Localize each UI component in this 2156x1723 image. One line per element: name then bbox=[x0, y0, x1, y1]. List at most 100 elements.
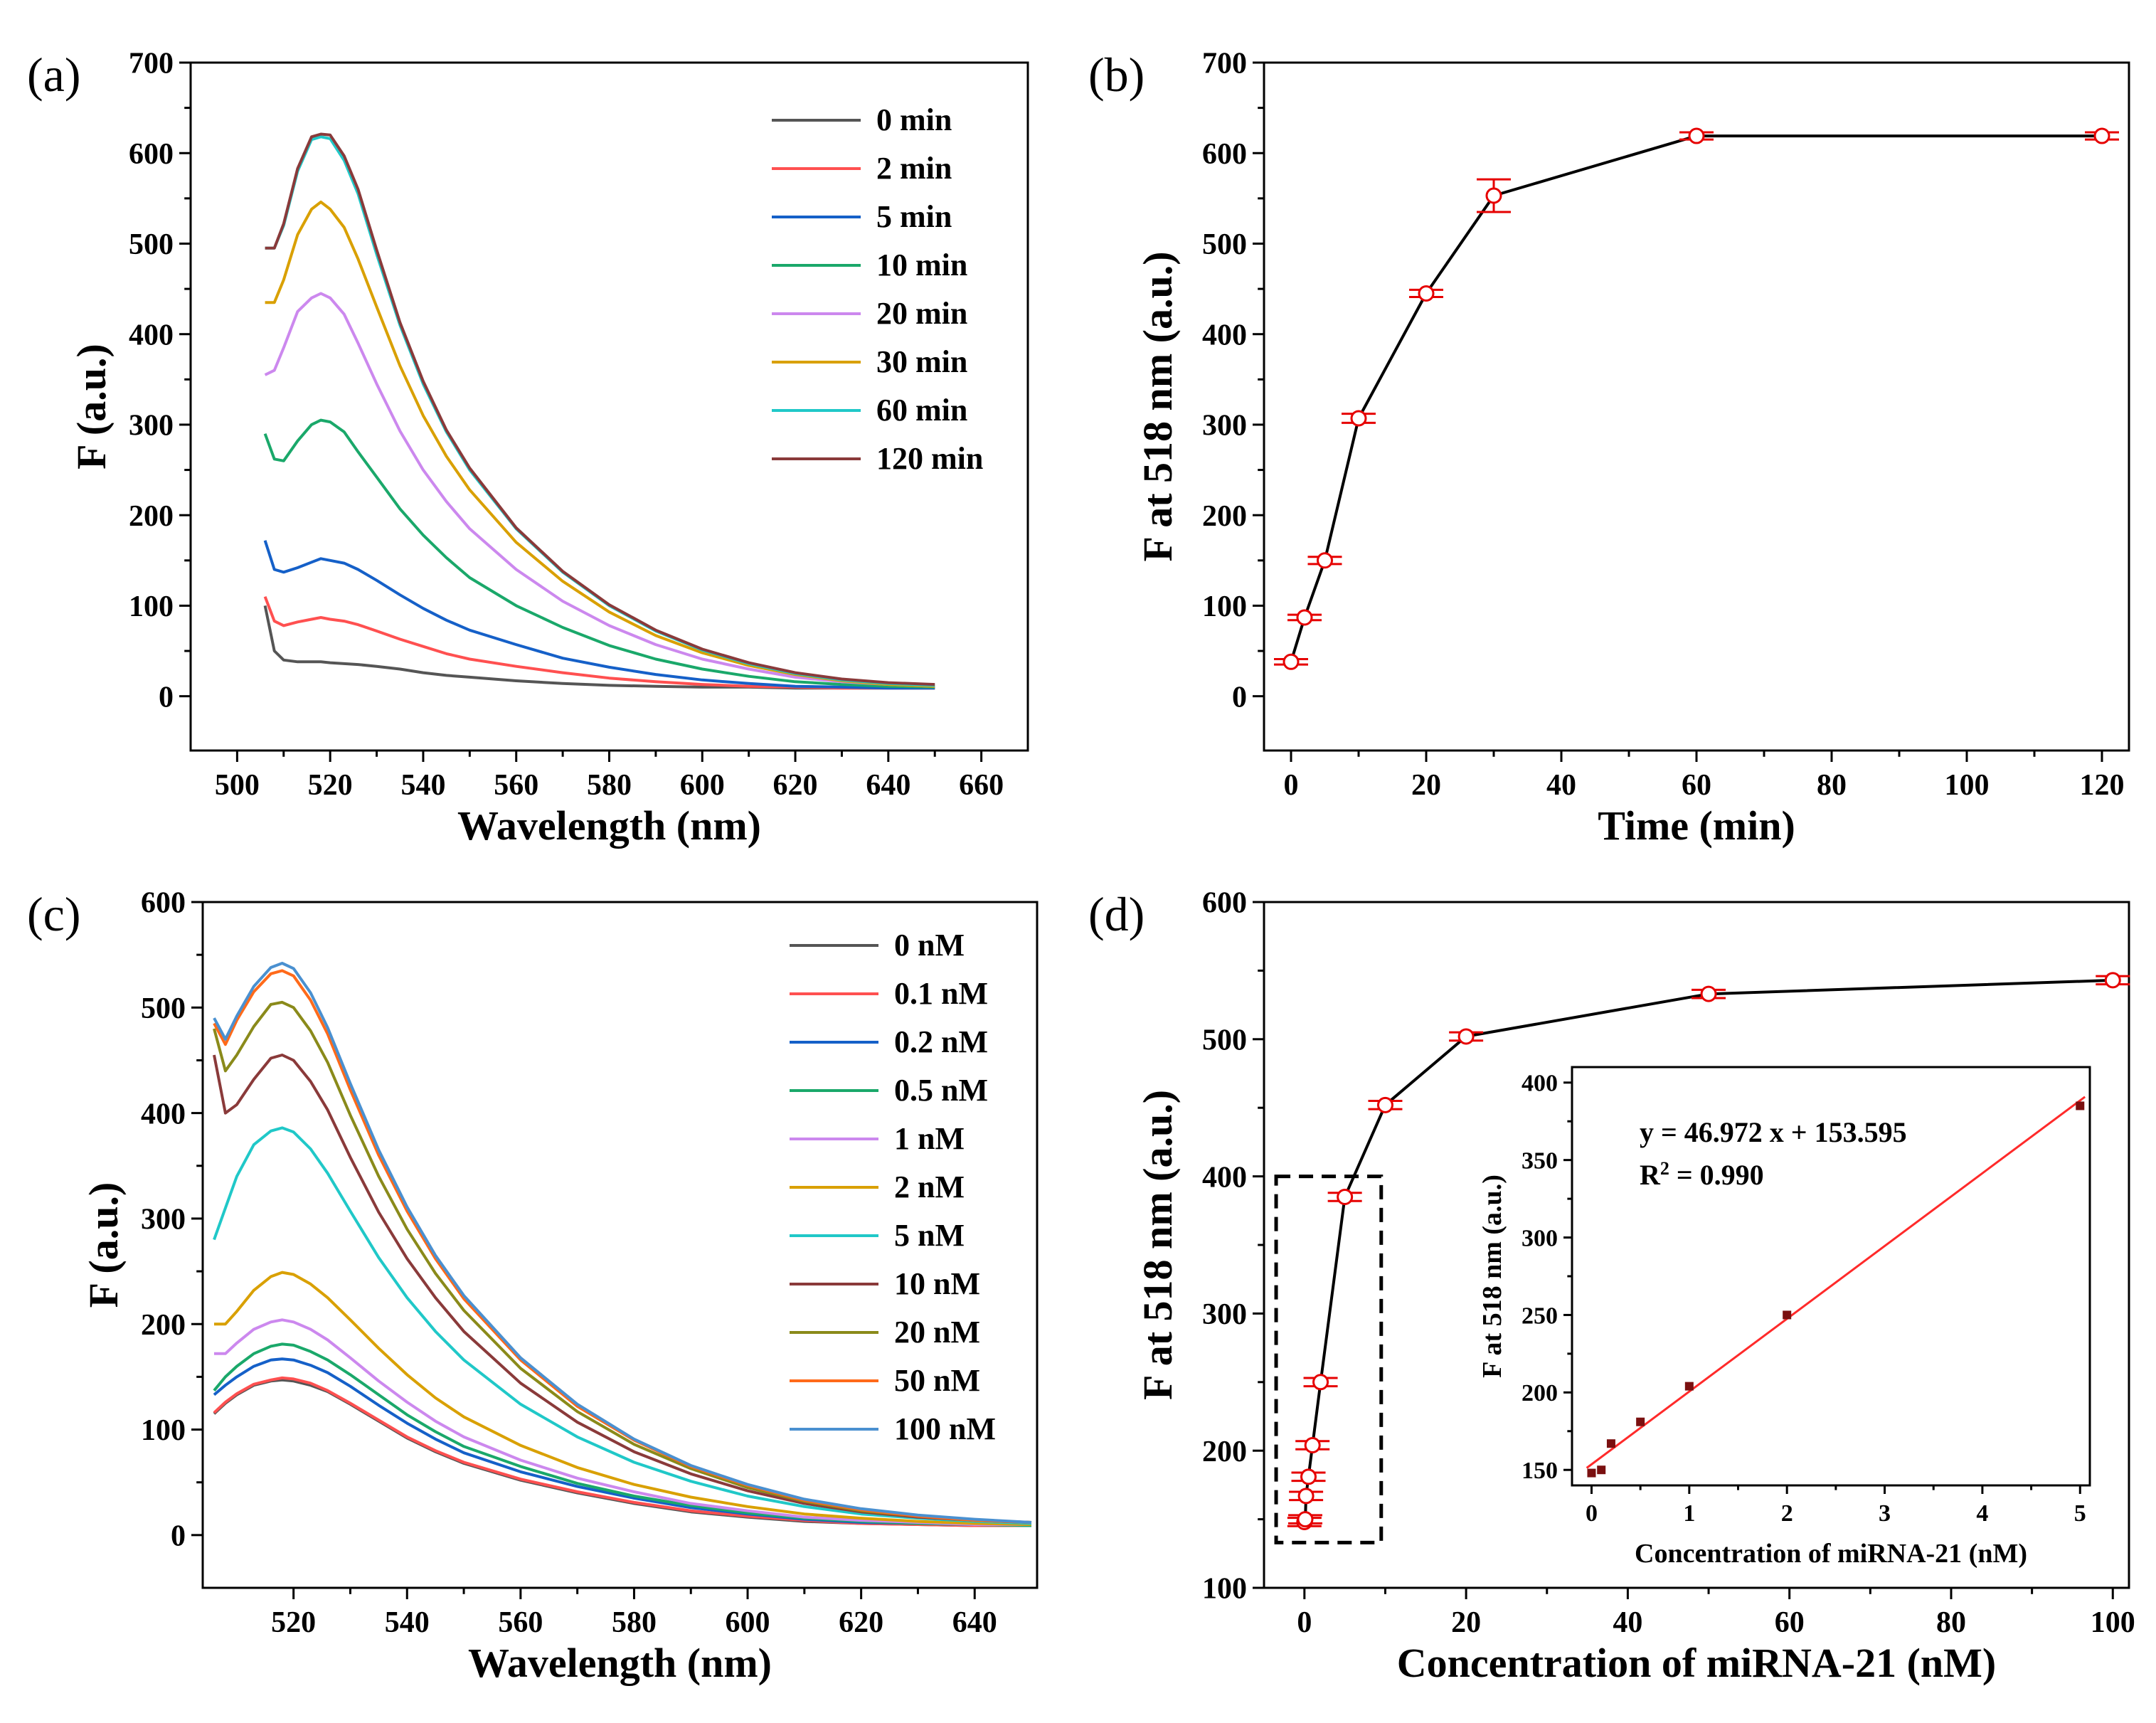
x-tick-label: 660 bbox=[959, 769, 1004, 802]
y-tick-label: 300 bbox=[129, 410, 174, 442]
y-tick-label: 700 bbox=[129, 48, 174, 80]
panel-c: (c) 520 540 560 580 600 620 640 0 100 200 300 400 500… bbox=[27, 887, 1039, 1686]
x-tick-label: 0 bbox=[1297, 1606, 1312, 1639]
y-tick-label: 500 bbox=[129, 228, 174, 261]
y-tick-label: 100 bbox=[129, 590, 174, 623]
data-point bbox=[1636, 1417, 1645, 1426]
x-tick-label: 60 bbox=[1682, 769, 1711, 802]
x-tick-label: 1 bbox=[1683, 1500, 1695, 1527]
y-tick-label: 200 bbox=[129, 500, 174, 533]
panel-label: (c) bbox=[27, 887, 80, 941]
x-axis-title: Time (min) bbox=[1598, 802, 1795, 849]
legend-label: 0.2 nM bbox=[894, 1024, 988, 1059]
data-point bbox=[1283, 653, 1300, 670]
x-tick-label: 500 bbox=[215, 769, 260, 802]
x-tick-label: 560 bbox=[498, 1606, 543, 1639]
y-tick-label: 0 bbox=[159, 681, 174, 714]
x-tick-label: 80 bbox=[1817, 769, 1847, 802]
x-tick-label: 20 bbox=[1451, 1606, 1481, 1639]
x-tick-label: 60 bbox=[1775, 1606, 1805, 1639]
panel-label: (b) bbox=[1088, 48, 1145, 102]
data-point bbox=[2076, 1101, 2085, 1110]
x-tick-label: 600 bbox=[680, 769, 725, 802]
y-tick-label: 100 bbox=[141, 1414, 186, 1447]
data-point bbox=[1700, 985, 1717, 1002]
y-tick-label: 100 bbox=[1202, 590, 1247, 623]
data-point bbox=[1312, 1374, 1329, 1391]
x-axis-title: Wavelength (nm) bbox=[468, 1640, 772, 1686]
y-tick-label: 500 bbox=[1202, 1024, 1247, 1057]
legend-label: 0.5 nM bbox=[894, 1073, 988, 1108]
series-line bbox=[214, 1318, 1031, 1526]
x-tick-label: 4 bbox=[1976, 1500, 1988, 1527]
y-tick-label: 0 bbox=[171, 1520, 186, 1553]
legend-label: 20 min bbox=[876, 296, 967, 331]
data-point bbox=[1587, 1468, 1596, 1478]
x-tick-label: 40 bbox=[1546, 769, 1576, 802]
data-point bbox=[1317, 552, 1333, 569]
data-point bbox=[1684, 1382, 1694, 1391]
legend-label: 1 nM bbox=[894, 1121, 965, 1156]
y-tick-label: 200 bbox=[1202, 1436, 1247, 1468]
series-line bbox=[263, 595, 935, 690]
series-line bbox=[265, 200, 935, 688]
y-tick-label: 300 bbox=[1522, 1225, 1558, 1251]
x-tick-label: 640 bbox=[952, 1606, 997, 1639]
plot-frame bbox=[201, 901, 1039, 1589]
x-tick-label: 0 bbox=[1284, 769, 1299, 802]
data-point bbox=[1297, 1488, 1315, 1505]
x-axis-title: Concentration of miRNA-21 (nM) bbox=[1397, 1640, 1996, 1686]
panel-label: (d) bbox=[1088, 887, 1145, 941]
series-line bbox=[213, 1126, 1032, 1525]
data-point bbox=[1350, 410, 1367, 427]
y-tick-label: 400 bbox=[1202, 319, 1247, 351]
x-tick-label: 5 bbox=[2074, 1500, 2086, 1527]
data-point bbox=[1304, 1436, 1321, 1453]
y-tick-label: 150 bbox=[1522, 1458, 1558, 1484]
series-line bbox=[213, 1378, 1031, 1527]
fit-line bbox=[1586, 1096, 2086, 1469]
y-axis-title: F (a.u.) bbox=[80, 1182, 127, 1308]
y-tick-label: 300 bbox=[141, 1204, 186, 1236]
legend-label: 120 min bbox=[876, 441, 983, 476]
panel-d-inset: 0 1 2 3 4 5 150 200 250 300 350 400 Concentration of… bbox=[1477, 1066, 2091, 1569]
y-tick-label: 0 bbox=[1232, 681, 1247, 714]
panel-d: (d)0 20 40 60 80 100100200300400500600Concent… bbox=[1088, 887, 2135, 1686]
x-axis-title: Concentration of miRNA-21 (nM) bbox=[1635, 1539, 2027, 1569]
y-tick-label: 400 bbox=[1202, 1161, 1247, 1194]
data-point bbox=[2093, 127, 2110, 144]
data-point bbox=[1597, 1465, 1606, 1475]
fit-r-squared: R2 = 0.990 bbox=[1640, 1158, 1764, 1192]
y-tick-label: 200 bbox=[1202, 500, 1247, 533]
y-tick-label: 200 bbox=[141, 1309, 186, 1342]
data-point bbox=[1418, 285, 1435, 302]
x-tick-label: 2 bbox=[1781, 1500, 1793, 1527]
legend-label: 20 nM bbox=[894, 1315, 980, 1350]
legend-label: 5 nM bbox=[894, 1218, 965, 1253]
x-tick-label: 580 bbox=[587, 769, 632, 802]
plot-frame bbox=[1263, 61, 2130, 752]
y-axis-title: F at 518 nm (a.u.) bbox=[1135, 251, 1181, 561]
y-tick-label: 300 bbox=[1202, 410, 1247, 442]
x-tick-label: 0 bbox=[1586, 1500, 1598, 1527]
x-tick-label: 640 bbox=[866, 769, 910, 802]
legend-label: 60 min bbox=[876, 393, 967, 428]
x-tick-label: 520 bbox=[308, 769, 353, 802]
series-line bbox=[263, 540, 935, 690]
x-tick-label: 3 bbox=[1879, 1500, 1891, 1527]
y-axis-title: F (a.u.) bbox=[68, 344, 115, 470]
y-tick-label: 700 bbox=[1202, 48, 1247, 80]
x-tick-label: 560 bbox=[494, 769, 538, 802]
y-tick-label: 250 bbox=[1522, 1303, 1558, 1329]
x-axis-title: Wavelength (nm) bbox=[457, 802, 761, 849]
legend-label: 0.1 nM bbox=[894, 976, 988, 1011]
panel-a: (a) 500 520 540 560 580 600 620 640 660 0 100 200 300… bbox=[27, 48, 1029, 849]
series-line bbox=[213, 962, 1032, 1524]
series-line bbox=[264, 292, 935, 688]
legend-label: 30 min bbox=[876, 344, 967, 379]
x-tick-label: 520 bbox=[271, 1606, 316, 1639]
x-tick-label: 80 bbox=[1936, 1606, 1966, 1639]
x-tick-label: 120 bbox=[2080, 769, 2125, 802]
legend-label: 0 min bbox=[876, 102, 952, 137]
